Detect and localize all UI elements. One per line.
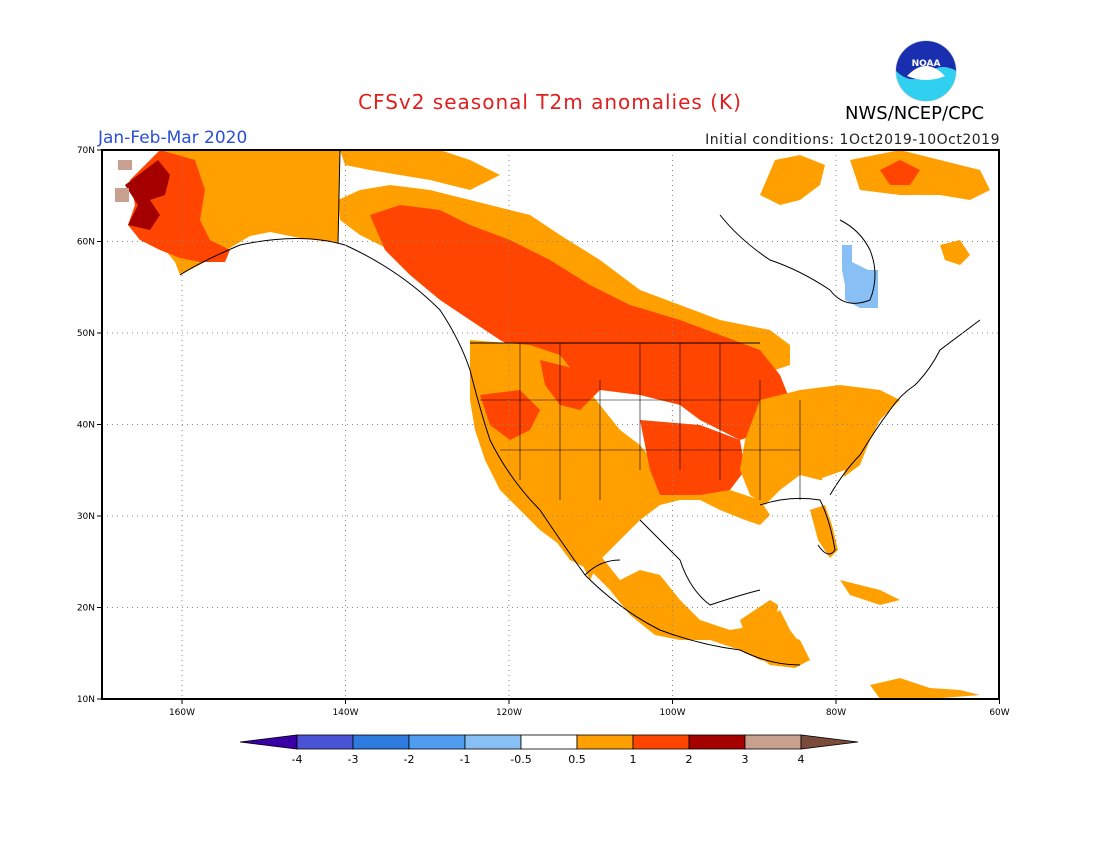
lat-label: 20N bbox=[77, 604, 95, 614]
colorbar-segment bbox=[576, 734, 634, 750]
colorbar-label: 1 bbox=[630, 753, 637, 766]
colorbar-arrow-high bbox=[800, 734, 859, 750]
colorbar-label: 3 bbox=[742, 753, 749, 766]
colorbar-label: -0.5 bbox=[510, 753, 531, 766]
lat-label: 70N bbox=[77, 146, 95, 156]
longitude-labels: 160W 140W 120W 100W 80W 60W bbox=[169, 699, 1010, 718]
lat-label: 10N bbox=[77, 695, 95, 705]
colorbar-segment bbox=[296, 734, 354, 750]
latitude-labels: 10N 20N 30N 40N 50N 60N 70N bbox=[77, 146, 102, 705]
colorbar-label: -2 bbox=[404, 753, 415, 766]
colorbar-segment bbox=[464, 734, 522, 750]
colorbar-segment bbox=[632, 734, 690, 750]
colorbar-label: -3 bbox=[348, 753, 359, 766]
colorbar-segment bbox=[352, 734, 410, 750]
lon-label: 160W bbox=[169, 708, 195, 718]
colorbar-label: 4 bbox=[798, 753, 805, 766]
lon-label: 140W bbox=[332, 708, 358, 718]
noaa-logo: NOAA bbox=[895, 40, 957, 102]
lon-label: 100W bbox=[659, 708, 685, 718]
lat-label: 50N bbox=[77, 329, 95, 339]
coastlines bbox=[179, 150, 981, 666]
lon-label: 80W bbox=[826, 708, 846, 718]
noaa-logo-text: NOAA bbox=[912, 59, 941, 69]
colorbar-segment bbox=[688, 734, 746, 750]
initial-conditions-label: Initial conditions: 1Oct2019-10Oct2019 bbox=[705, 132, 1000, 148]
colorbar: -4 -3 -2 -1 -0.5 0.5 1 2 3 4 bbox=[239, 734, 859, 766]
map-title: CFSv2 seasonal T2m anomalies (K) bbox=[358, 90, 742, 114]
colorbar-label: -1 bbox=[460, 753, 471, 766]
lat-label: 30N bbox=[77, 512, 95, 522]
colorbar-label: 0.5 bbox=[568, 753, 586, 766]
lon-label: 60W bbox=[989, 708, 1009, 718]
lat-label: 40N bbox=[77, 421, 95, 431]
agency-label: NWS/NCEP/CPC bbox=[845, 103, 985, 124]
colorbar-segment bbox=[744, 734, 802, 750]
lon-label: 120W bbox=[496, 708, 522, 718]
season-label: Jan-Feb-Mar 2020 bbox=[98, 128, 248, 148]
colorbar-label: -4 bbox=[292, 753, 303, 766]
lat-label: 60N bbox=[77, 238, 95, 248]
colorbar-label: 2 bbox=[686, 753, 693, 766]
colorbar-arrow-low bbox=[239, 734, 298, 750]
state-borders bbox=[480, 343, 801, 500]
colorbar-segment bbox=[520, 734, 578, 750]
colorbar-segment bbox=[408, 734, 466, 750]
